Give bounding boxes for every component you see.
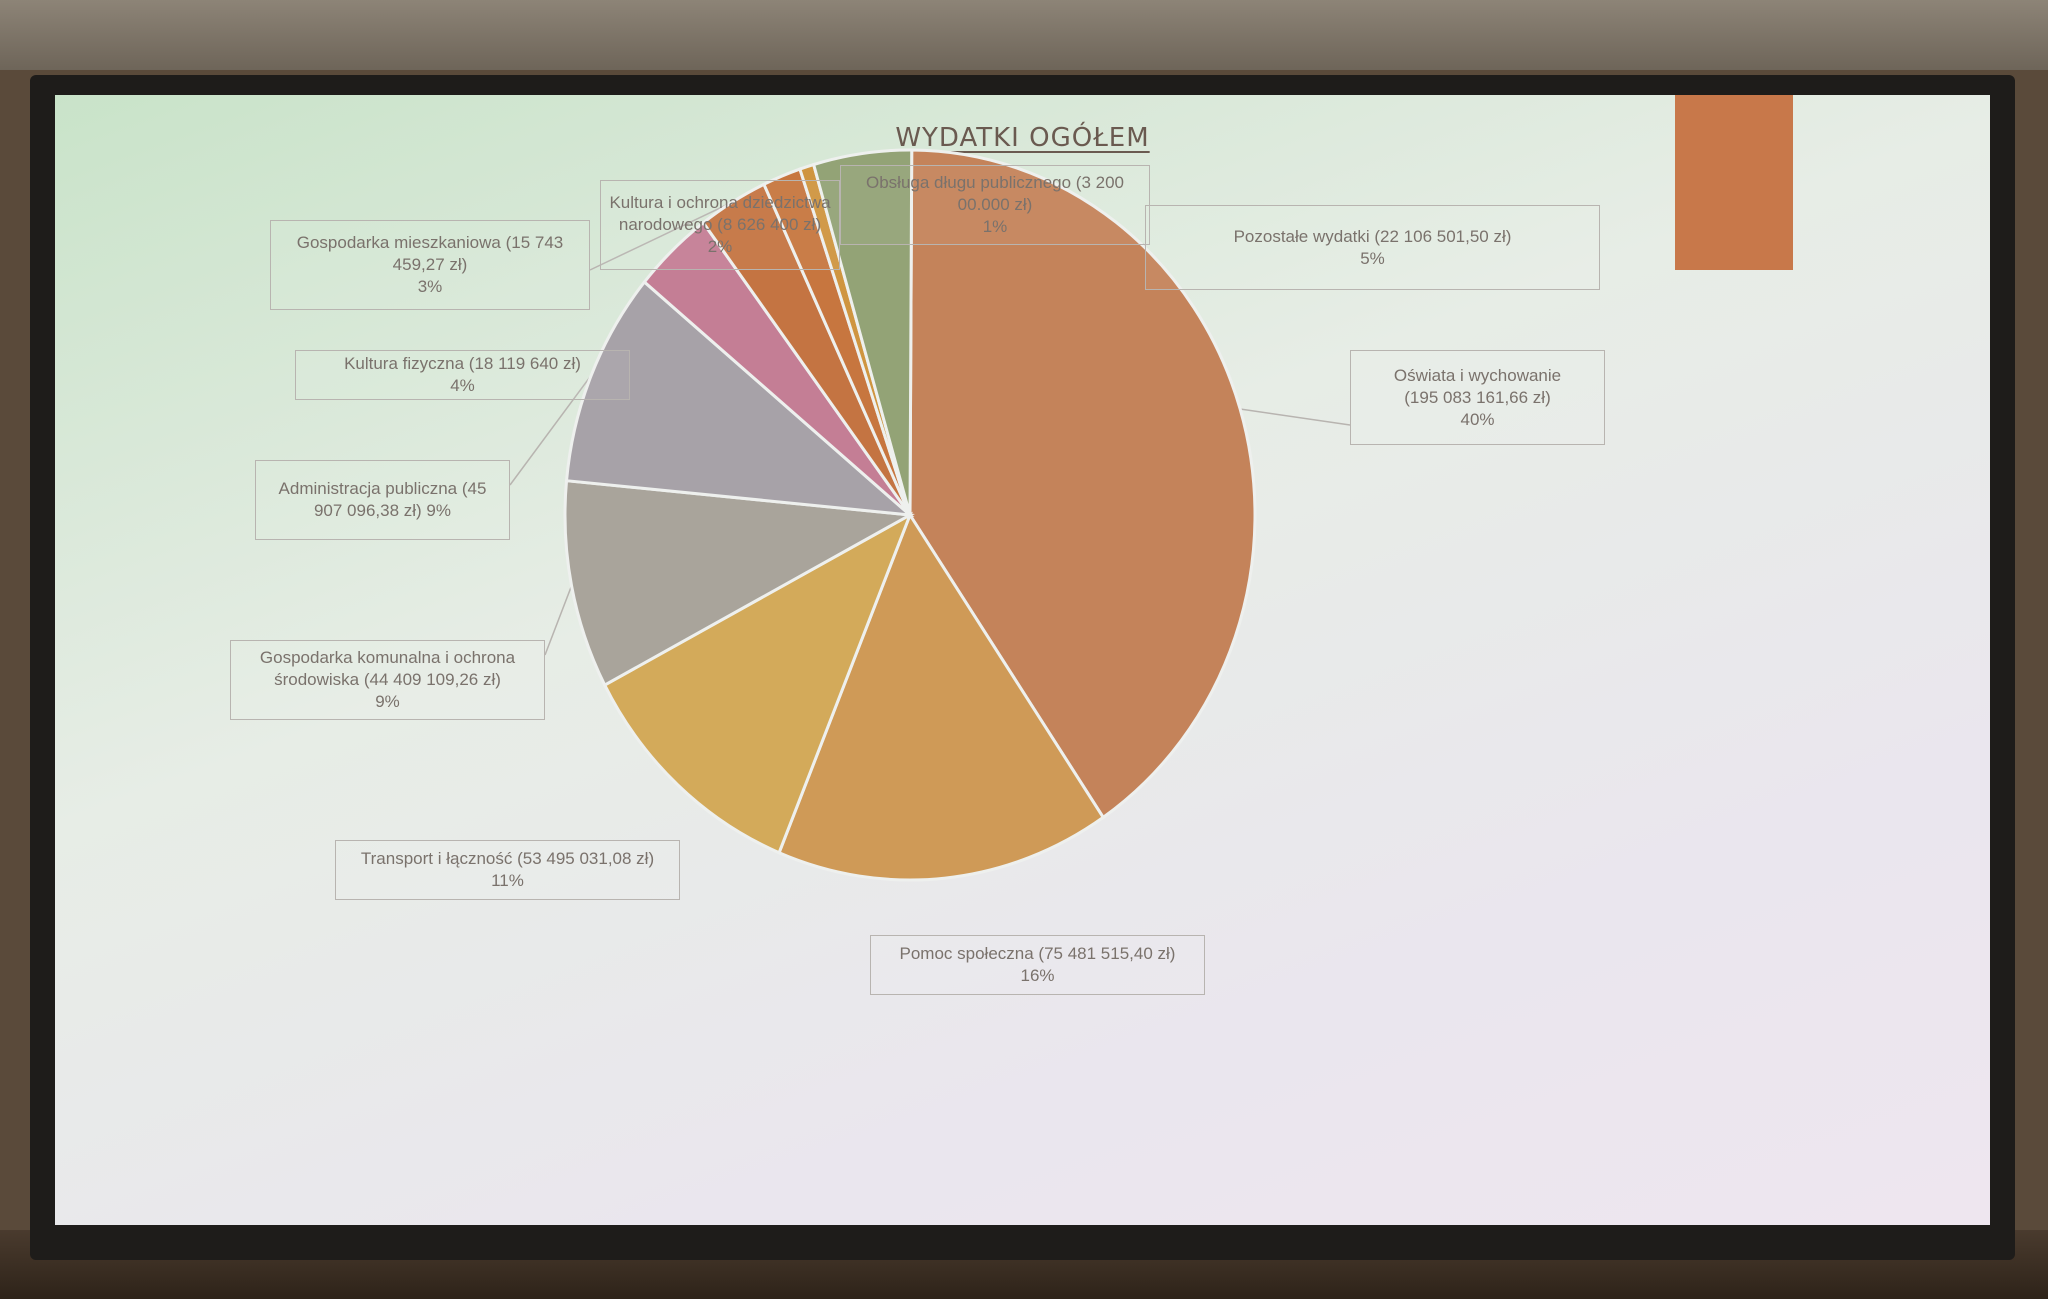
pie-slice-1 bbox=[777, 511, 1106, 882]
accent-block bbox=[1675, 95, 1793, 270]
label-dziedzictwo: Kultura i ochrona dziedzictwa narodowego… bbox=[600, 180, 840, 270]
leader-line-7 bbox=[544, 585, 573, 656]
leader-line-1 bbox=[589, 201, 734, 271]
chart-title: WYDATKI OGÓŁEM bbox=[895, 123, 1150, 153]
presentation-slide: WYDATKI OGÓŁEM Oświata i wychowanie (195… bbox=[55, 95, 1990, 1225]
label-kultura-fizyczna: Kultura fizyczna (18 119 640 zł) 4% bbox=[295, 350, 630, 400]
label-administracja: Administracja publiczna (45 907 096,38 z… bbox=[255, 460, 510, 540]
leader-line-0 bbox=[1240, 408, 1351, 426]
pie-slice-0 bbox=[908, 148, 1257, 820]
label-transport: Transport i łączność (53 495 031,08 zł) … bbox=[335, 840, 680, 900]
pie-chart bbox=[509, 148, 1351, 882]
pie-slice-3 bbox=[563, 479, 915, 688]
pie-slices bbox=[563, 148, 1257, 882]
pie-slice-2 bbox=[602, 511, 913, 855]
pie-slice-9 bbox=[811, 148, 914, 516]
ceiling bbox=[0, 0, 2048, 70]
label-dlug: Obsługa długu publicznego (3 200 00.000 … bbox=[840, 165, 1150, 245]
label-pozostale: Pozostałe wydatki (22 106 501,50 zł) 5% bbox=[1145, 205, 1600, 290]
label-mieszkaniowa: Gospodarka mieszkaniowa (15 743 459,27 z… bbox=[270, 220, 590, 310]
label-komunalna: Gospodarka komunalna i ochrona środowisk… bbox=[230, 640, 545, 720]
pie-slice-4 bbox=[564, 279, 915, 517]
label-pomoc: Pomoc społeczna (75 481 515,40 zł) 16% bbox=[870, 935, 1205, 995]
label-oswiata: Oświata i wychowanie (195 083 161,66 zł)… bbox=[1350, 350, 1605, 445]
leader-line-6 bbox=[509, 374, 592, 486]
